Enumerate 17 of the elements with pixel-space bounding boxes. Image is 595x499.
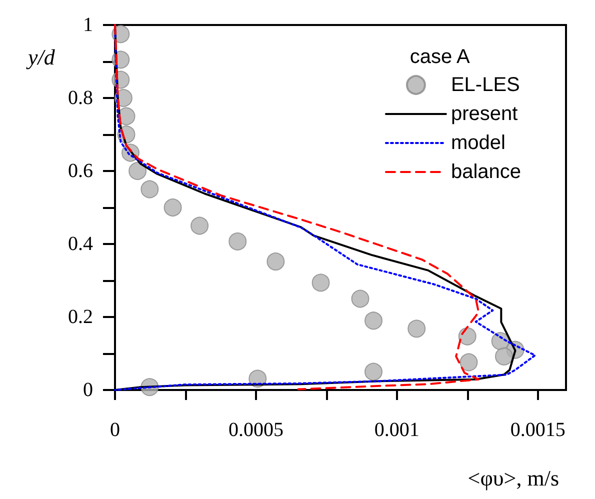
legend-label: EL-LES — [450, 74, 520, 96]
x-tick-label: 0 — [110, 419, 120, 441]
legend-label: present — [450, 103, 518, 125]
y-tick-label: 0.8 — [68, 87, 93, 109]
legend-title: case A — [410, 46, 471, 68]
y-tick-label: 1 — [83, 14, 93, 36]
y-axis-title: y/d — [26, 44, 56, 70]
x-tick-label: 0.001 — [374, 419, 420, 441]
y-tick-label: 0 — [83, 379, 93, 401]
x-tick-label: 0.0005 — [228, 419, 284, 441]
legend-label: model — [450, 132, 506, 154]
y-tick-label: 0.4 — [68, 233, 93, 255]
x-axis-title: <φυ>, m/s — [468, 466, 560, 490]
x-tick-label: 0.0015 — [510, 419, 566, 441]
legend-label: balance — [450, 161, 522, 183]
y-tick-label: 0.6 — [68, 160, 93, 182]
y-tick-label: 0.2 — [68, 306, 93, 328]
